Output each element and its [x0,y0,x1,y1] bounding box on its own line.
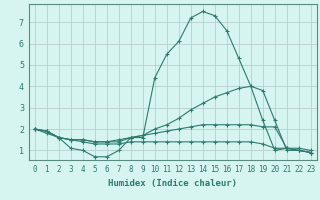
X-axis label: Humidex (Indice chaleur): Humidex (Indice chaleur) [108,179,237,188]
